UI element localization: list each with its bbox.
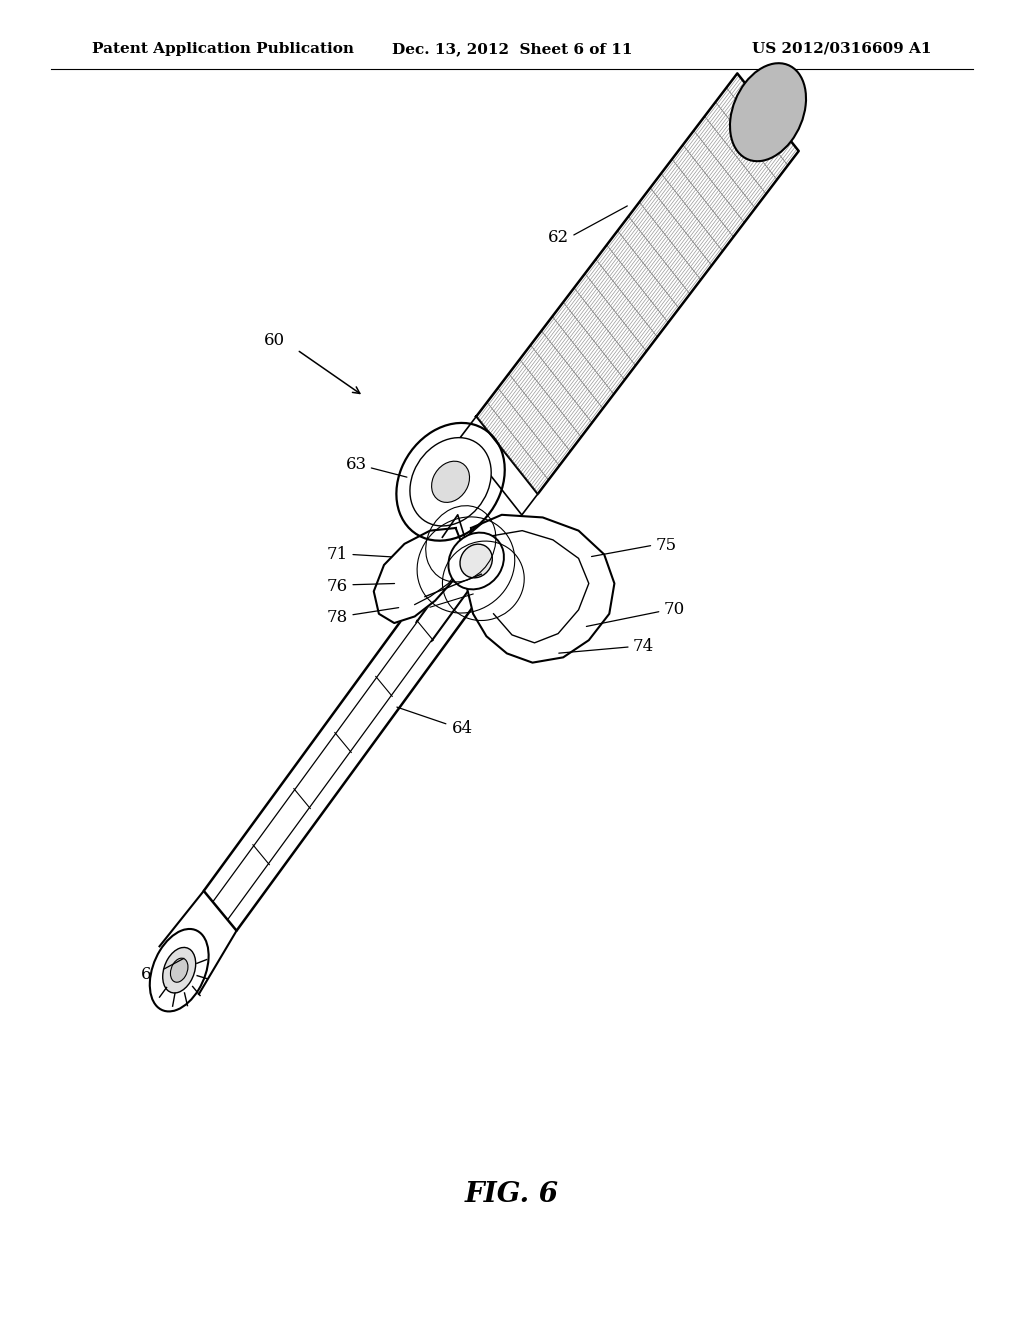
Text: 70: 70 (664, 602, 685, 618)
Text: 64: 64 (453, 721, 473, 737)
Text: 63: 63 (345, 457, 367, 473)
Ellipse shape (460, 544, 493, 578)
Text: Patent Application Publication: Patent Application Publication (92, 42, 354, 55)
Text: Dec. 13, 2012  Sheet 6 of 11: Dec. 13, 2012 Sheet 6 of 11 (392, 42, 632, 55)
Polygon shape (461, 417, 538, 515)
Text: 62: 62 (548, 230, 569, 246)
Ellipse shape (431, 461, 470, 503)
Text: 74: 74 (633, 639, 654, 655)
Text: US 2012/0316609 A1: US 2012/0316609 A1 (753, 42, 932, 55)
Ellipse shape (730, 63, 806, 161)
Text: 78: 78 (327, 610, 348, 626)
Text: 75: 75 (655, 537, 677, 553)
Text: 71: 71 (327, 546, 348, 562)
Polygon shape (466, 515, 614, 663)
Polygon shape (476, 74, 799, 494)
Ellipse shape (150, 929, 209, 1011)
Ellipse shape (396, 422, 505, 541)
Text: 76: 76 (327, 578, 348, 594)
Ellipse shape (163, 948, 196, 993)
Text: 68: 68 (141, 966, 162, 982)
Polygon shape (204, 554, 482, 931)
Ellipse shape (410, 438, 492, 525)
Text: FIG. 6: FIG. 6 (465, 1181, 559, 1208)
Ellipse shape (449, 533, 504, 589)
Polygon shape (374, 528, 466, 623)
Text: 60: 60 (264, 333, 285, 348)
Ellipse shape (170, 958, 188, 982)
